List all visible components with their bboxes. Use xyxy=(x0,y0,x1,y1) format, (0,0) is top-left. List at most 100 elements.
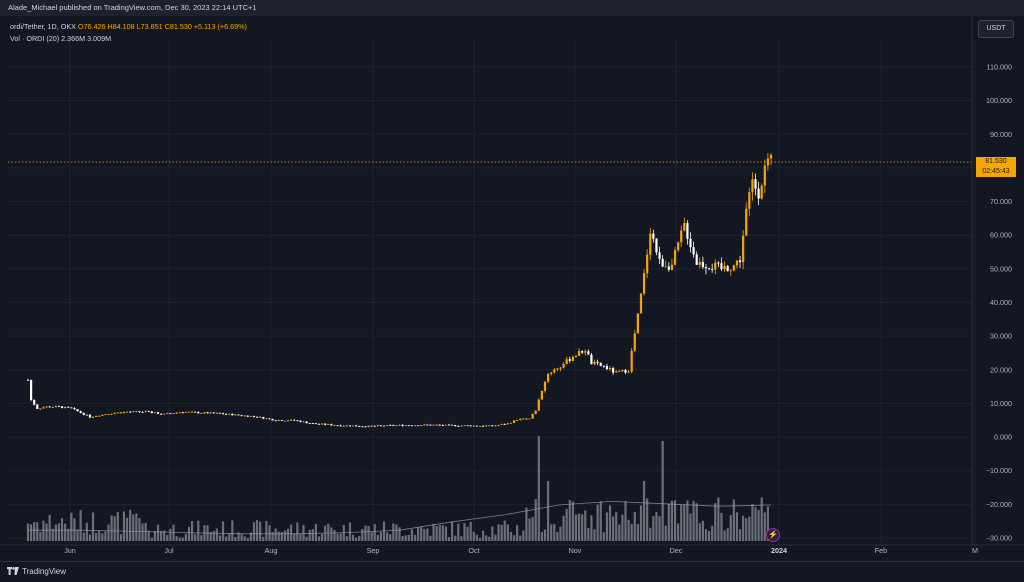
volume-bar xyxy=(197,520,200,541)
candle-body xyxy=(751,179,754,193)
candle-body xyxy=(104,414,107,416)
candle-body xyxy=(305,421,308,424)
lightning-icon[interactable]: ⚡ xyxy=(766,528,780,542)
candle-body xyxy=(255,416,259,418)
candle-body xyxy=(243,415,246,417)
candle-body xyxy=(627,371,630,373)
volume-bar xyxy=(67,528,70,541)
candle-body xyxy=(302,421,305,423)
currency-button[interactable]: USDT xyxy=(978,20,1014,38)
candle-body xyxy=(98,415,101,417)
volume-bar xyxy=(472,531,475,541)
volume-bar xyxy=(732,499,735,541)
candle-body xyxy=(701,261,704,268)
candle-body xyxy=(608,368,612,370)
volume-bar xyxy=(481,530,485,541)
candle-body xyxy=(187,411,191,413)
price-chart[interactable]: 110.000100.00090.00080.00070.00060.00050… xyxy=(0,16,1024,561)
volume-bar xyxy=(237,532,240,541)
volume-bar xyxy=(184,533,187,541)
volume-ma-value: 3.009M xyxy=(87,34,112,43)
volume-bar xyxy=(246,537,249,541)
time-axis[interactable]: Jun Jul Aug Sep Oct Nov Dec 2024 Feb M xyxy=(0,544,1024,555)
candle-body xyxy=(321,423,324,425)
volume-bar xyxy=(26,523,30,541)
candle-body xyxy=(655,238,658,253)
volume-bar xyxy=(630,523,633,541)
volume-bar xyxy=(646,498,649,541)
volume-bar xyxy=(327,523,330,541)
candle-body xyxy=(673,250,677,265)
volume-bar xyxy=(392,523,395,541)
volume-bar xyxy=(485,535,488,541)
candle-body xyxy=(153,412,157,414)
volume-bar xyxy=(361,529,364,541)
volume-bar xyxy=(516,525,519,541)
candle-body xyxy=(550,372,553,374)
candle-body xyxy=(639,293,643,314)
volume-bar xyxy=(658,516,661,541)
candle-body xyxy=(252,416,256,417)
candle-body xyxy=(581,350,584,353)
candle-body xyxy=(407,425,410,427)
candle-body xyxy=(760,185,763,199)
candle-body xyxy=(481,425,485,427)
candle-body xyxy=(135,411,138,413)
volume-bar xyxy=(763,512,766,541)
candle-body xyxy=(485,425,488,427)
volume-bar xyxy=(234,537,237,541)
volume-bar xyxy=(568,500,571,541)
candle-body xyxy=(587,351,590,355)
price-tick-label: 40.000 xyxy=(990,298,1012,307)
candle-body xyxy=(29,379,33,401)
candle-body xyxy=(225,413,228,415)
candle-body xyxy=(26,379,30,381)
candle-body xyxy=(599,362,602,366)
candle-body xyxy=(283,420,287,422)
candle-body xyxy=(624,369,627,373)
candle-body xyxy=(147,411,150,413)
volume-bar xyxy=(163,530,166,541)
candle-body xyxy=(60,406,64,408)
volume-bar xyxy=(571,501,574,541)
volume-bar xyxy=(751,504,754,541)
volume-bar xyxy=(317,536,321,541)
candle-body xyxy=(33,400,36,405)
volume-bar xyxy=(748,516,751,541)
candle-body xyxy=(330,424,333,426)
volume-bar xyxy=(757,509,760,541)
volume-bar xyxy=(463,523,466,541)
volume-bar xyxy=(156,524,160,541)
volume-bar xyxy=(64,523,67,541)
open-value: O76.426 xyxy=(77,22,106,31)
volume-bar xyxy=(42,520,45,541)
candle-body xyxy=(277,420,280,422)
volume-bar xyxy=(587,528,590,541)
candle-body xyxy=(190,411,194,413)
volume-bar xyxy=(70,512,73,541)
volume-bar xyxy=(85,522,88,541)
volume-bar xyxy=(543,529,547,541)
volume-bar xyxy=(438,525,441,541)
volume-bar xyxy=(367,526,370,541)
volume-bar xyxy=(150,537,153,541)
candle-body xyxy=(36,404,39,409)
candle-body xyxy=(178,412,181,414)
volume-bar xyxy=(444,526,448,541)
price-axis[interactable]: 110.000100.00090.00080.00070.00060.00050… xyxy=(971,16,1012,545)
volume-bar xyxy=(364,525,367,541)
price-tick-label: 30.000 xyxy=(990,332,1012,341)
volume-bar xyxy=(274,528,277,541)
volume-bar xyxy=(701,520,704,541)
volume-bar xyxy=(153,530,157,541)
volume-bar xyxy=(509,531,513,541)
time-tick-label: 2024 xyxy=(771,546,787,555)
volume-bar xyxy=(559,526,562,541)
volume-bar xyxy=(125,517,129,541)
candle-body xyxy=(615,371,618,373)
candle-body xyxy=(664,266,667,268)
volume-bar xyxy=(141,523,144,541)
price-tick-label: 60.000 xyxy=(990,231,1012,240)
candle-body xyxy=(144,411,147,413)
publisher-bar: Alade_Michael published on TradingView.c… xyxy=(0,0,1024,16)
